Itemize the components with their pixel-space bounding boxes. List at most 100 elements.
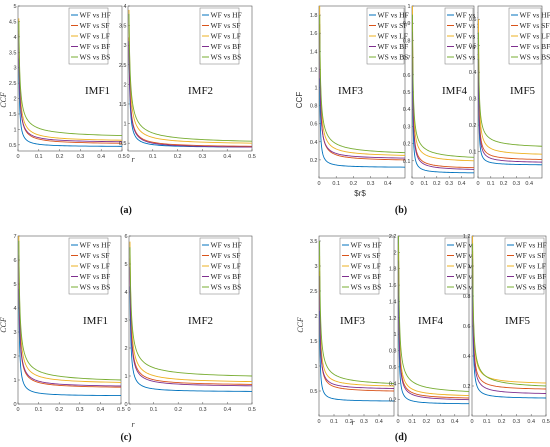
y-tick-label: 2 bbox=[314, 314, 317, 320]
y-tick-label: 2 bbox=[123, 82, 126, 88]
y-tick-label: 0.4 bbox=[463, 354, 471, 360]
y-tick-label: 2 bbox=[13, 354, 16, 360]
y-tick-label: 0.5 bbox=[310, 389, 318, 395]
panel-a-imf1: 0 0.1 0.2 0.3 0.4 0.5 0.5 1 1.5 2 2.5 3 3.5 4 4.5 5 IMF1… bbox=[9, 4, 126, 160]
y-tick-label: 0.4 bbox=[403, 107, 411, 113]
y-tick-label: 3 bbox=[13, 330, 16, 336]
series-line-wf-vs-bf bbox=[398, 260, 469, 401]
legend-entry: WS vs BS bbox=[351, 283, 382, 292]
panel-b-imf4: 0 0.1 0.2 0.3 0.4 0.1 0.2 0.3 0.4 0.5 0.6 0.7 0.8 0.9… bbox=[403, 4, 487, 187]
legend-entry: WF vs HF bbox=[456, 11, 487, 20]
series-line-wf-vs-bf bbox=[128, 41, 252, 148]
legend-entry: WF vs BF bbox=[520, 42, 550, 51]
legend-entry: WF vs SF bbox=[80, 21, 110, 30]
y-tick-label: 7 bbox=[13, 234, 16, 240]
y-tick-label: 3 bbox=[13, 66, 16, 72]
y-tick-label: 0.2 bbox=[310, 158, 318, 164]
x-tick-label: 0.3 bbox=[513, 419, 521, 425]
y-tick-label: 1.8 bbox=[310, 13, 318, 19]
y-axis-label: CCF bbox=[296, 317, 305, 333]
x-tick-label: 0.3 bbox=[76, 407, 84, 413]
legend-entry: WF vs LF bbox=[456, 32, 486, 41]
legend-entry: WF vs HF bbox=[211, 11, 242, 20]
y-tick-label: 0.6 bbox=[469, 17, 477, 23]
legend-entry: WS vs BS bbox=[456, 283, 487, 292]
y-tick-label: 0.8 bbox=[310, 104, 318, 110]
series-line-wf-vs-hf bbox=[18, 58, 122, 147]
x-tick-label: 0 bbox=[470, 419, 473, 425]
legend-entry: WF vs LF bbox=[520, 32, 550, 41]
series-line-wf-vs-hf bbox=[398, 285, 469, 405]
series-line-ws-vs-bs bbox=[18, 240, 121, 381]
legend-entry: WS vs BS bbox=[80, 283, 111, 292]
y-tick-label: 1.2 bbox=[310, 67, 318, 73]
x-tick-label: 0.1 bbox=[150, 407, 158, 413]
panel-title: IMF4 bbox=[418, 315, 444, 327]
y-tick-label: 0.4 bbox=[310, 140, 318, 146]
y-tick-label: 0.2 bbox=[403, 142, 411, 148]
legend-entry: WF vs BF bbox=[456, 272, 487, 281]
legend-entry: WF vs SF bbox=[516, 251, 546, 260]
panel-title: IMF1 bbox=[85, 85, 110, 97]
y-tick-label: 3 bbox=[314, 264, 317, 270]
legend-entry: WF vs BF bbox=[80, 272, 111, 281]
legend-entry: WS vs BS bbox=[516, 283, 547, 292]
y-tick-label: 0.9 bbox=[403, 21, 411, 27]
series-line-ws-vs-bs bbox=[472, 243, 546, 387]
y-tick-label: 0.6 bbox=[403, 73, 411, 79]
panel-b-imf3: 0 0.1 0.2 0.3 0.4 0.2 0.4 0.6 0.8 1 1.2 1.4 1.6 1.8 IM… bbox=[310, 5, 409, 187]
y-tick-label: 0.1 bbox=[469, 150, 477, 156]
y-tick-label: 2 bbox=[393, 250, 396, 256]
x-tick-label: 0.5 bbox=[248, 407, 256, 413]
legend-entry: WS vs BS bbox=[211, 283, 242, 292]
chart-group-b: 0 0.1 0.2 0.3 0.4 0.2 0.4 0.6 0.8 1 1.2 1.4 1.6 1.8 IM… bbox=[295, 4, 550, 216]
series-line-wf-vs-bf bbox=[319, 33, 405, 159]
legend-entry: WF vs HF bbox=[351, 241, 382, 250]
y-tick-label: 0.5 bbox=[469, 44, 477, 50]
x-tick-label: 0 bbox=[317, 181, 320, 187]
panel-title: IMF2 bbox=[188, 315, 213, 327]
y-tick-label: 1.5 bbox=[310, 339, 318, 345]
x-tick-label: 0.2 bbox=[56, 154, 64, 160]
legend-entry: WF vs HF bbox=[520, 11, 550, 20]
panel-d-imf3: 0 0.1 0.2 0.3 0.4 0.5 1 1.5 2 2.5 3 3.5 IMF3 WF vs HF… bbox=[310, 235, 395, 425]
series-line-wf-vs-bf bbox=[129, 266, 252, 387]
x-tick-label: 0.2 bbox=[498, 419, 506, 425]
y-tick-label: 1.6 bbox=[389, 283, 397, 289]
y-tick-label: 2 bbox=[124, 346, 127, 352]
series-line-wf-vs-hf bbox=[129, 286, 252, 392]
y-tick-label: 0.4 bbox=[389, 381, 397, 387]
x-tick-label: 0.4 bbox=[97, 154, 105, 160]
y-tick-label: 2.5 bbox=[9, 81, 17, 87]
y-tick-label: 0.8 bbox=[463, 294, 471, 300]
legend-entry: WF vs BF bbox=[211, 42, 242, 51]
y-tick-label: 0.3 bbox=[469, 97, 477, 103]
x-tick-label: 0 bbox=[127, 407, 130, 413]
x-tick-label: 0.2 bbox=[174, 407, 182, 413]
x-tick-label: 0.1 bbox=[332, 181, 340, 187]
x-tick-label: 0.2 bbox=[423, 419, 431, 425]
legend-entry: WS vs BS bbox=[80, 53, 111, 62]
x-tick-label: 0.4 bbox=[223, 154, 231, 160]
panel-title: IMF5 bbox=[510, 85, 536, 97]
y-tick-label: 1 bbox=[13, 127, 16, 133]
y-tick-label: 0.5 bbox=[119, 141, 127, 147]
x-tick-label: 0.5 bbox=[248, 154, 256, 160]
x-tick-label: 0.2 bbox=[350, 181, 358, 187]
y-tick-label: 2.2 bbox=[389, 234, 397, 240]
y-tick-label: 0.2 bbox=[389, 398, 397, 404]
y-tick-label: 1 bbox=[124, 374, 127, 380]
legend-entry: WF vs SF bbox=[378, 21, 408, 30]
series-line-ws-vs-bs bbox=[398, 236, 469, 392]
chart-group-a: 0 0.1 0.2 0.3 0.4 0.5 0.5 1 1.5 2 2.5 3 3.5 4 4.5 5 IMF1… bbox=[0, 4, 256, 216]
y-tick-label: 1 bbox=[393, 332, 396, 338]
x-tick-label: 0.3 bbox=[437, 419, 445, 425]
